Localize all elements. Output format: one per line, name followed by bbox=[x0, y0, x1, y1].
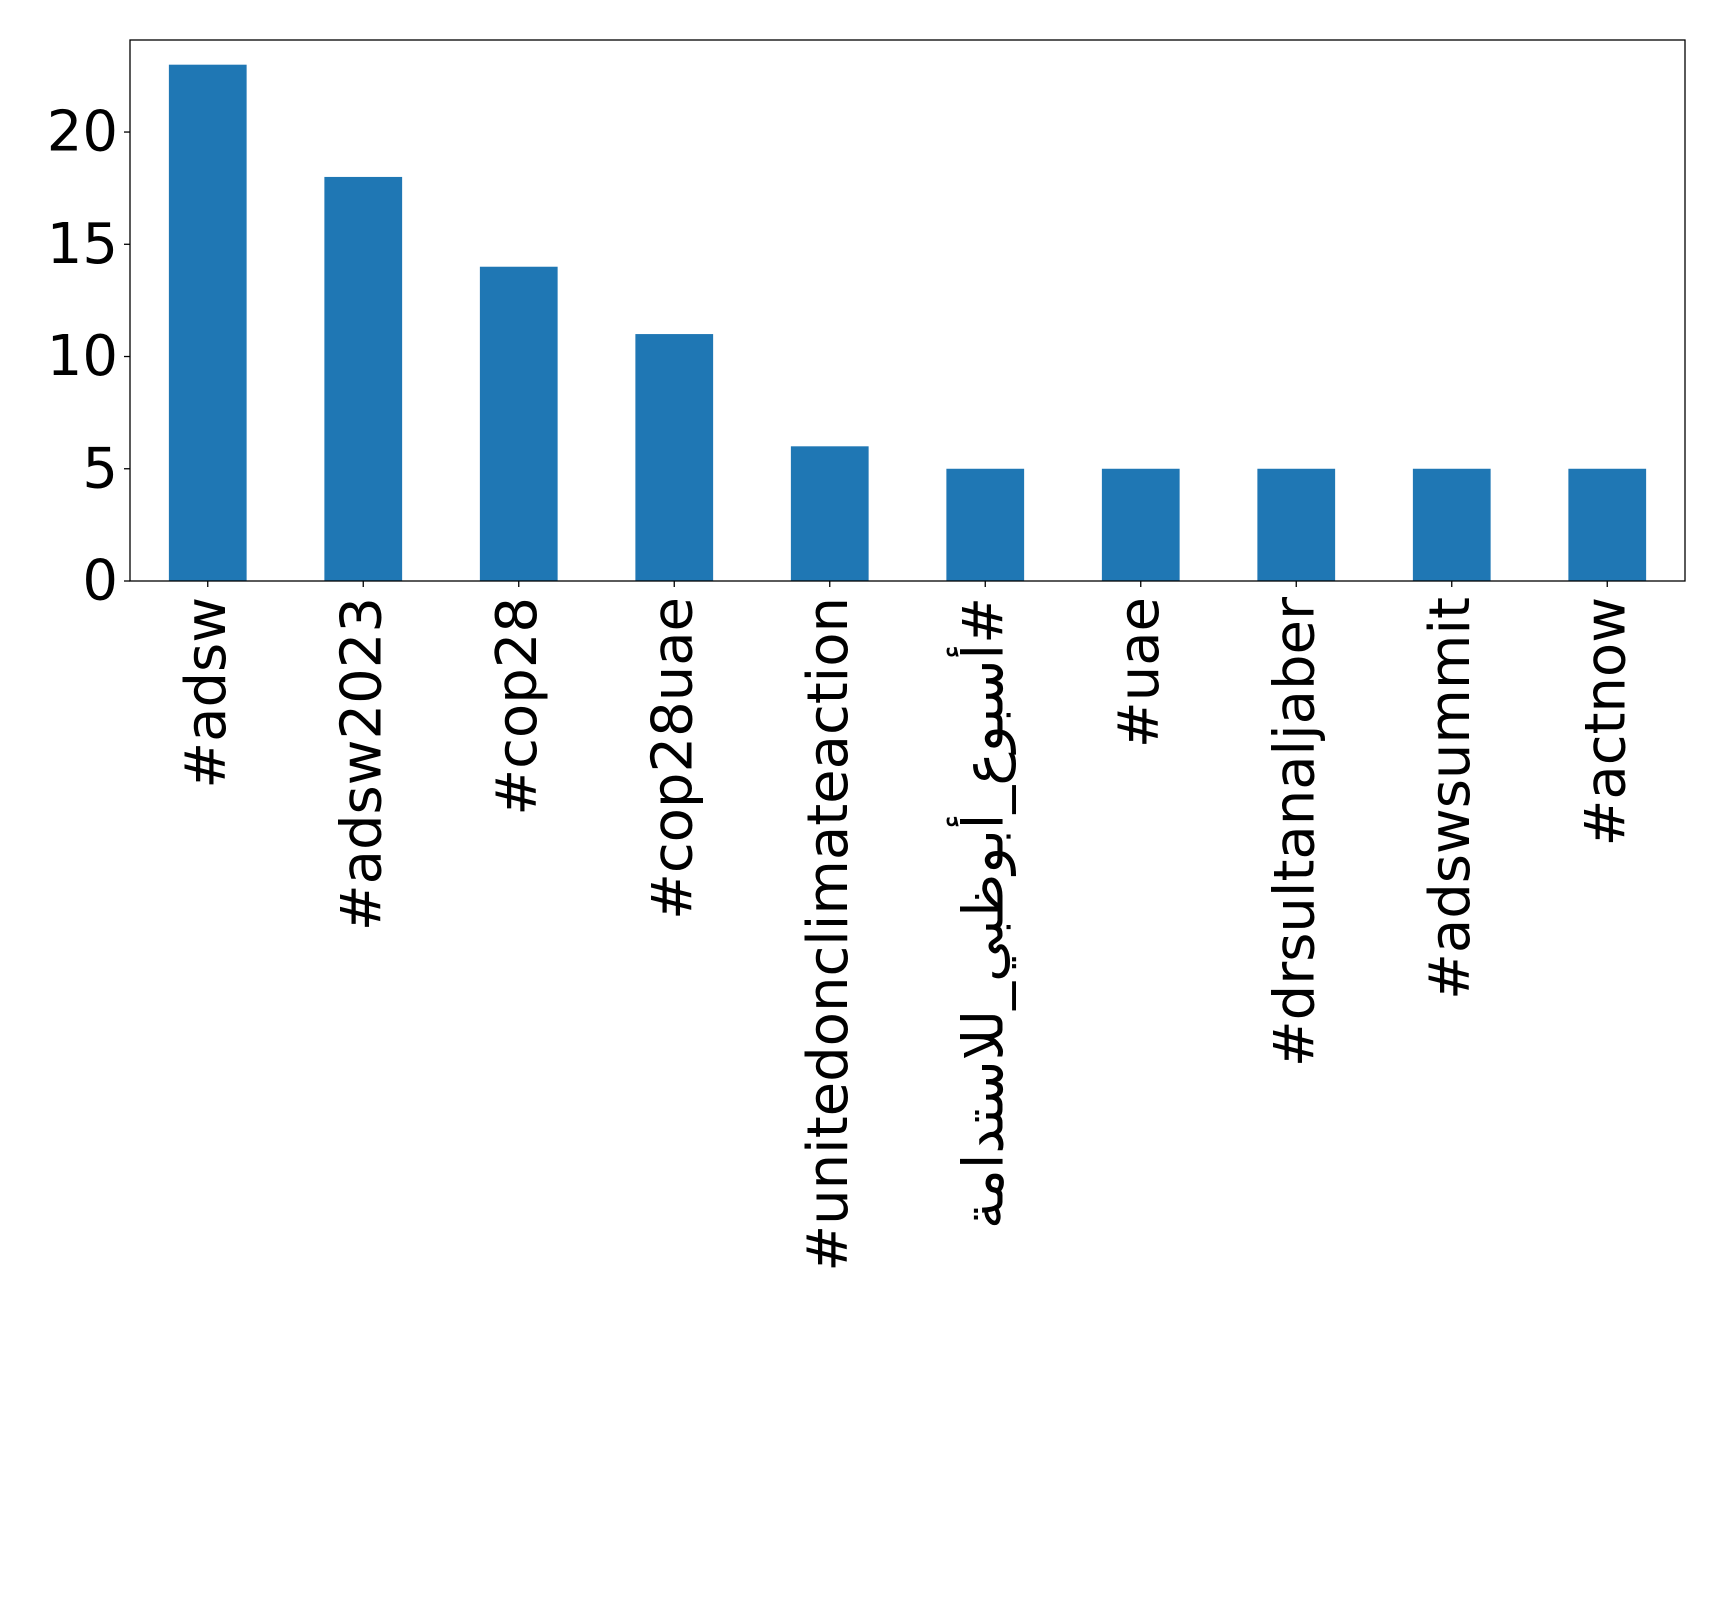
y-tick-label: 5 bbox=[82, 436, 118, 501]
x-axis: #adsw #adsw2023 #cop28 #cop28uae #unitedoncl… bbox=[174, 581, 1638, 1272]
y-tick-label: 10 bbox=[47, 324, 118, 389]
x-tick-label: #cop28 bbox=[485, 597, 550, 816]
bars-layer bbox=[168, 64, 1647, 581]
x-tick-label: #adswsummit bbox=[1418, 597, 1483, 1000]
x-tick-label: #drsultanaljaber bbox=[1262, 596, 1327, 1067]
x-tick-label: #cop28uae bbox=[640, 597, 705, 920]
plot-frame bbox=[129, 39, 1686, 582]
bar bbox=[1412, 468, 1491, 581]
bar bbox=[168, 64, 247, 581]
x-tick-label: #uae bbox=[1107, 597, 1172, 748]
x-tick-label: #unitedonclimateaction bbox=[796, 597, 861, 1272]
x-tick-label: #adsw bbox=[174, 597, 239, 789]
bar bbox=[635, 334, 714, 581]
bar bbox=[1257, 468, 1336, 581]
y-tick-label: 20 bbox=[47, 100, 118, 165]
x-tick-label: #أسبوع_أبوظبي_للاستدامة bbox=[946, 597, 1016, 1229]
x-tick-label: #adsw2023 bbox=[329, 597, 394, 931]
y-tick-label: 0 bbox=[82, 549, 118, 614]
x-tick-label: #actnow bbox=[1573, 597, 1638, 847]
bar bbox=[946, 468, 1025, 581]
y-axis: 0 5 10 15 20 bbox=[47, 100, 130, 614]
bar bbox=[324, 176, 403, 581]
y-tick-label: 15 bbox=[47, 212, 118, 277]
bar bbox=[479, 266, 558, 581]
bar bbox=[1568, 468, 1647, 581]
bar bbox=[1101, 468, 1180, 581]
bar bbox=[790, 446, 869, 581]
